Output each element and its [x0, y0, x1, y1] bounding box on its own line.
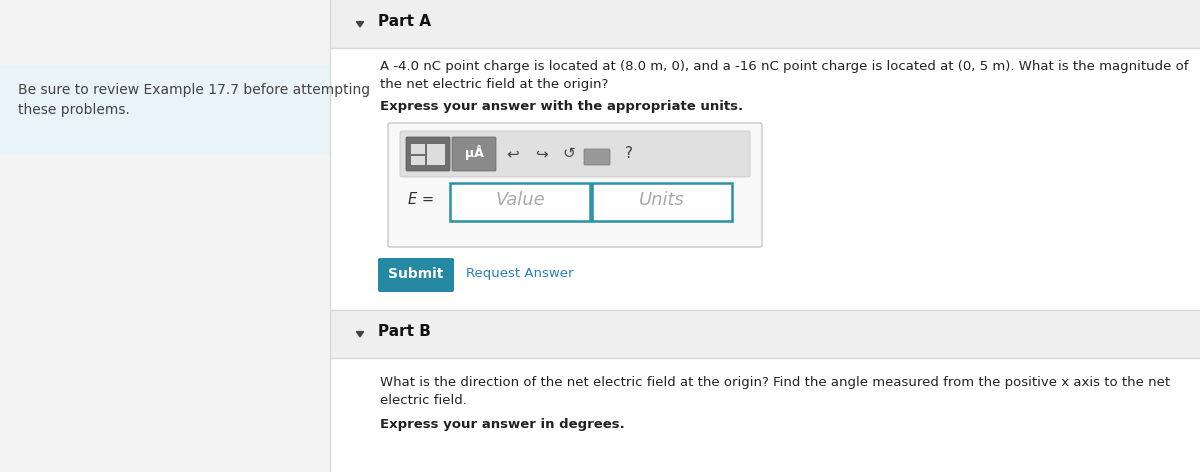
FancyBboxPatch shape — [330, 310, 1200, 358]
FancyBboxPatch shape — [378, 258, 454, 292]
Text: A -4.0 nC point charge is located at (8.0 m, 0), and a -16 nC point charge is lo: A -4.0 nC point charge is located at (8.… — [380, 60, 1188, 73]
FancyBboxPatch shape — [330, 0, 1200, 48]
FancyBboxPatch shape — [410, 144, 425, 154]
Text: electric field.: electric field. — [380, 394, 467, 407]
Text: ↺: ↺ — [563, 146, 575, 161]
FancyBboxPatch shape — [452, 137, 496, 171]
FancyBboxPatch shape — [592, 183, 732, 221]
Text: ?: ? — [625, 146, 634, 161]
Text: Request Answer: Request Answer — [466, 268, 574, 280]
Text: ↪: ↪ — [535, 146, 547, 161]
Polygon shape — [356, 332, 364, 337]
Polygon shape — [356, 22, 364, 27]
Text: Part B: Part B — [378, 324, 431, 339]
FancyBboxPatch shape — [330, 0, 1200, 472]
Text: the net electric field at the origin?: the net electric field at the origin? — [380, 78, 608, 91]
FancyBboxPatch shape — [410, 156, 425, 165]
Text: µÅ: µÅ — [464, 144, 484, 160]
FancyBboxPatch shape — [406, 137, 450, 171]
FancyBboxPatch shape — [427, 144, 445, 165]
Text: Units: Units — [640, 191, 685, 209]
Text: ↩: ↩ — [506, 146, 520, 161]
Text: Value: Value — [496, 191, 545, 209]
Text: Express your answer with the appropriate units.: Express your answer with the appropriate… — [380, 100, 743, 113]
Text: Submit: Submit — [389, 267, 444, 281]
Text: these problems.: these problems. — [18, 103, 130, 117]
FancyBboxPatch shape — [584, 149, 610, 165]
Text: What is the direction of the net electric field at the origin? Find the angle me: What is the direction of the net electri… — [380, 376, 1170, 389]
FancyBboxPatch shape — [400, 131, 750, 177]
FancyBboxPatch shape — [388, 123, 762, 247]
Text: Part A: Part A — [378, 14, 431, 29]
FancyBboxPatch shape — [450, 183, 590, 221]
Text: E =: E = — [408, 193, 434, 208]
Text: Be sure to review Example 17.7 before attempting: Be sure to review Example 17.7 before at… — [18, 83, 370, 97]
FancyBboxPatch shape — [0, 65, 330, 155]
Text: Express your answer in degrees.: Express your answer in degrees. — [380, 418, 625, 431]
